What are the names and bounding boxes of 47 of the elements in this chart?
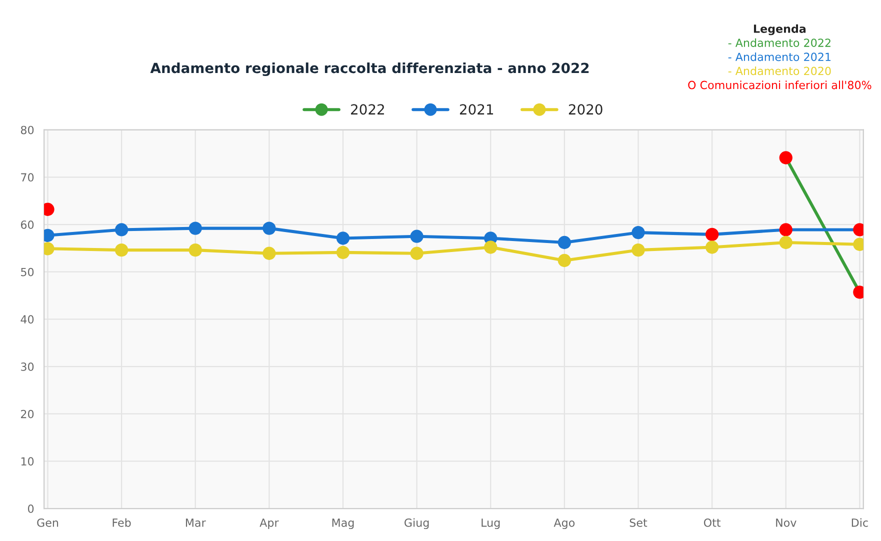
- y-tick-label: 10: [21, 457, 34, 466]
- point: [262, 246, 276, 260]
- y-tick-label: 60: [20, 220, 34, 229]
- y-tick-label: 70: [21, 173, 34, 182]
- x-tick-label: Dic: [852, 518, 868, 527]
- x-tick-label: Mar: [186, 518, 206, 527]
- text: - Andamento 2022: [728, 38, 830, 48]
- y-tick-label: 30: [21, 362, 34, 371]
- x-tick-label: Ott: [704, 518, 721, 527]
- x-tick-label: Mag: [332, 518, 354, 530]
- x-tick-label: Apr: [260, 518, 279, 530]
- text: - Andamento 2021: [728, 52, 831, 62]
- point: [705, 240, 719, 254]
- point: [262, 222, 276, 235]
- point: [410, 230, 424, 243]
- point: [779, 236, 792, 250]
- x-tick-label: Feb: [112, 518, 131, 527]
- legend-label: 2020: [568, 104, 602, 115]
- x-tick-label: Ago: [554, 518, 575, 530]
- y-tick-label: 20: [21, 410, 34, 418]
- point: [410, 246, 424, 260]
- text: O Comunicazioni inferiori all'80%: [688, 80, 872, 90]
- y-tick-label: 80: [20, 126, 34, 134]
- legend-label: 2022: [351, 104, 384, 115]
- point: [114, 243, 128, 257]
- point: [188, 243, 202, 257]
- y-tick-label: 0: [28, 504, 34, 513]
- x-tick-label: Nov: [776, 518, 796, 527]
- x-tick-label: Giug: [404, 518, 429, 530]
- point: [632, 243, 645, 257]
- x-tick-label: Set: [630, 518, 648, 527]
- point: [188, 222, 202, 235]
- chart-title: Andamento regionale raccolta differenziata - anno 2022: [150, 62, 589, 76]
- text: - Andamento 2020: [728, 66, 831, 76]
- x-tick-label: Gen: [37, 518, 58, 527]
- point: [632, 226, 645, 240]
- point: [558, 254, 572, 268]
- point: [336, 246, 350, 260]
- y-tick-label: 40: [20, 315, 34, 324]
- point: [114, 223, 128, 236]
- point: [558, 236, 572, 250]
- point: [336, 232, 350, 245]
- legend-label: 2021: [460, 104, 494, 115]
- text: Legenda: [754, 24, 806, 36]
- point: [484, 240, 498, 254]
- y-tick-label: 50: [21, 268, 34, 276]
- x-tick-label: Lug: [482, 518, 500, 530]
